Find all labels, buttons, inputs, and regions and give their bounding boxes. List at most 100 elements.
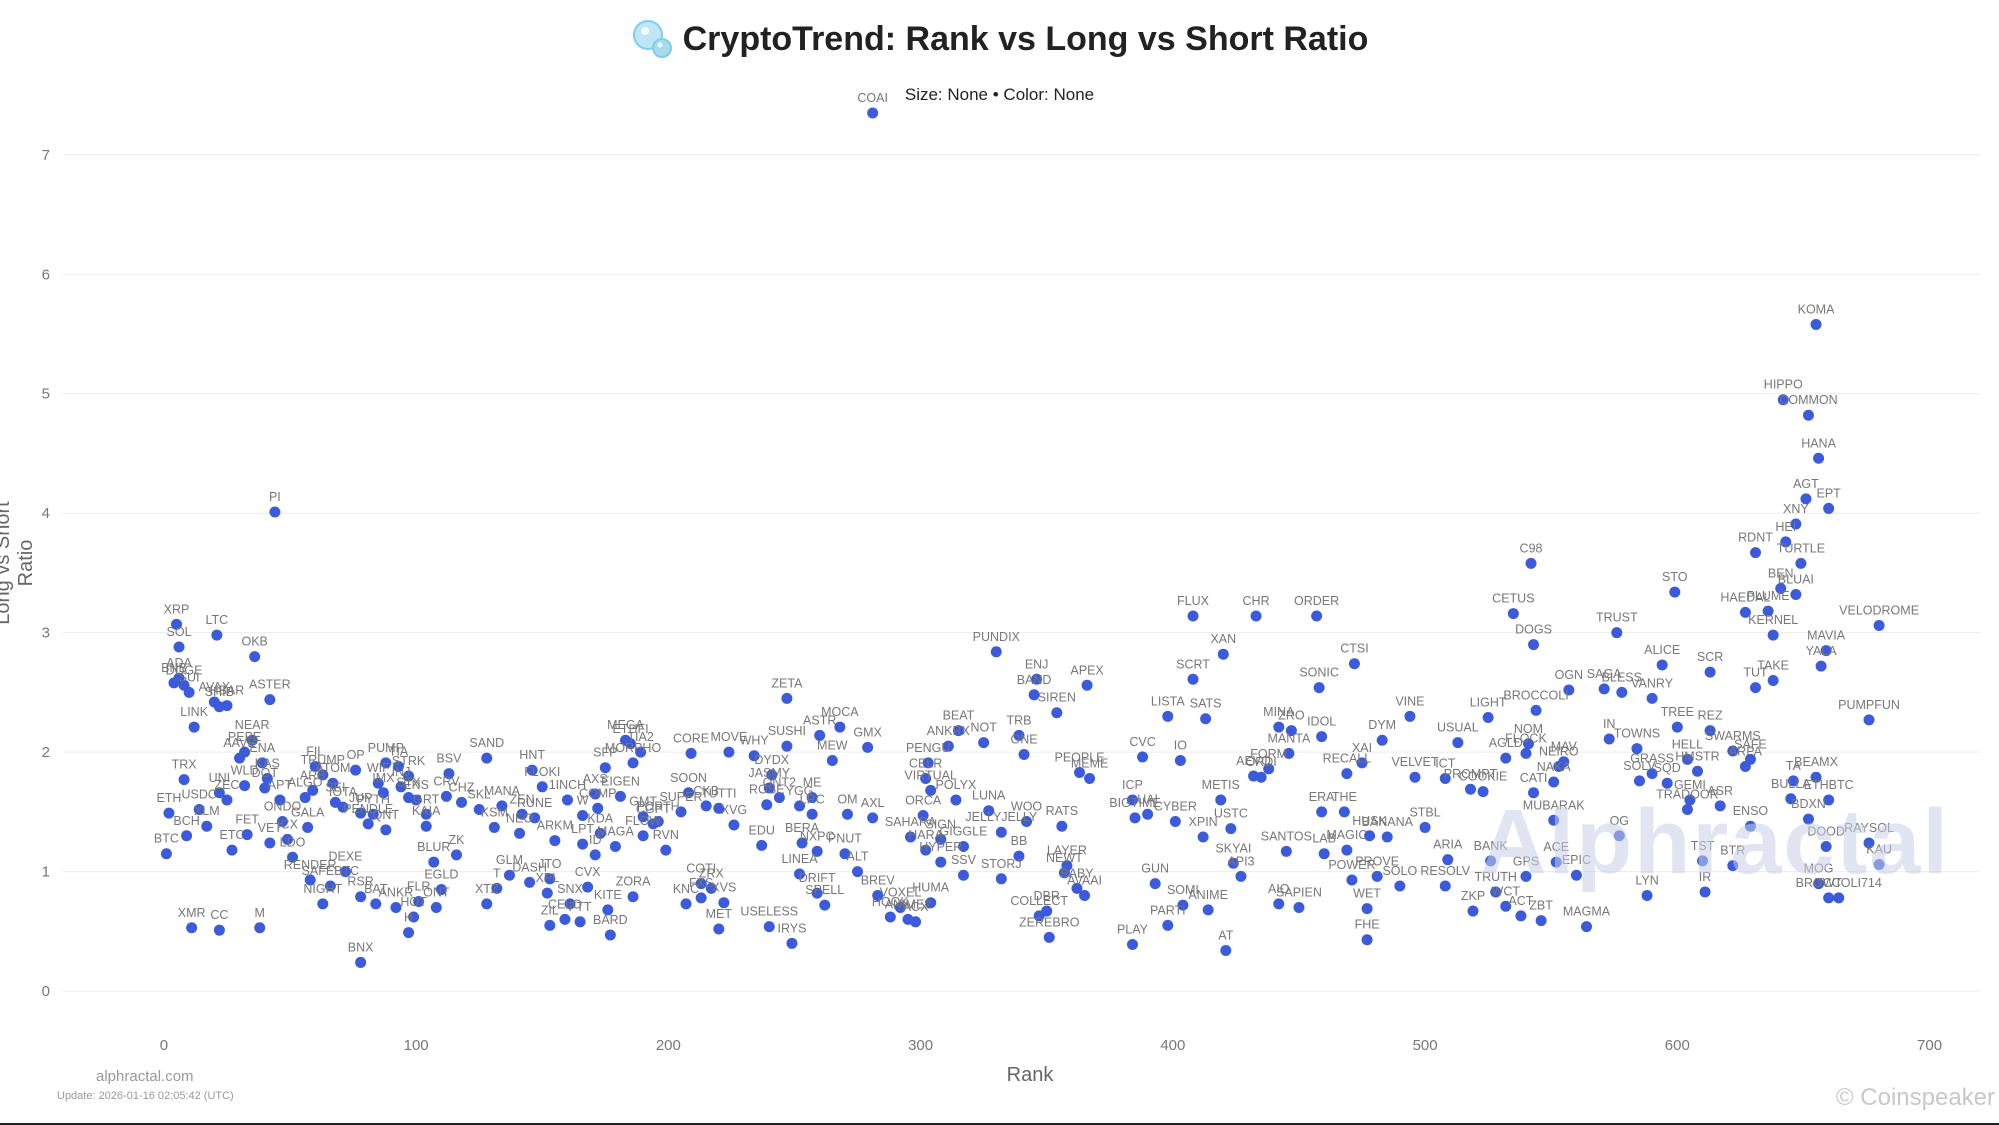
data-point[interactable]	[536, 781, 548, 793]
data-point[interactable]	[239, 780, 251, 792]
data-point[interactable]	[1633, 775, 1645, 787]
data-point[interactable]	[1084, 772, 1096, 784]
data-point[interactable]	[340, 866, 352, 878]
data-point[interactable]	[1704, 725, 1716, 737]
data-point[interactable]	[1873, 620, 1885, 632]
data-point[interactable]	[503, 869, 515, 881]
data-point[interactable]	[201, 820, 213, 832]
data-point[interactable]	[1018, 749, 1030, 761]
data-point[interactable]	[1338, 806, 1350, 818]
data-point[interactable]	[1548, 776, 1560, 788]
data-point[interactable]	[1681, 753, 1693, 765]
footer-site-link[interactable]: alphractal.com	[96, 1068, 194, 1085]
data-point[interactable]	[526, 764, 538, 776]
data-point[interactable]	[811, 845, 823, 857]
data-point[interactable]	[392, 760, 404, 772]
data-point[interactable]	[299, 792, 311, 804]
data-point[interactable]	[380, 824, 392, 836]
data-point[interactable]	[1833, 892, 1845, 904]
data-point[interactable]	[367, 808, 379, 820]
data-point[interactable]	[309, 760, 321, 772]
data-point[interactable]	[796, 837, 808, 849]
data-point[interactable]	[1477, 786, 1489, 798]
data-point[interactable]	[683, 787, 695, 799]
data-point[interactable]	[1273, 898, 1285, 910]
data-point[interactable]	[1520, 747, 1532, 759]
data-point[interactable]	[599, 762, 611, 774]
data-point[interactable]	[317, 898, 329, 910]
data-point[interactable]	[1684, 794, 1696, 806]
data-point[interactable]	[806, 808, 818, 820]
data-point[interactable]	[756, 839, 768, 851]
data-point[interactable]	[1525, 557, 1537, 569]
data-point[interactable]	[1613, 830, 1625, 842]
data-point[interactable]	[287, 851, 299, 863]
data-point[interactable]	[922, 757, 934, 769]
data-point[interactable]	[1727, 745, 1739, 757]
data-point[interactable]	[420, 808, 432, 820]
data-point[interactable]	[559, 913, 571, 925]
data-point[interactable]	[549, 835, 561, 847]
data-point[interactable]	[1361, 934, 1373, 946]
data-point[interactable]	[1381, 831, 1393, 843]
data-point[interactable]	[700, 800, 712, 812]
data-point[interactable]	[1873, 858, 1885, 870]
data-point[interactable]	[1490, 886, 1502, 898]
data-point[interactable]	[920, 844, 932, 856]
data-point[interactable]	[773, 792, 785, 804]
data-point[interactable]	[516, 808, 528, 820]
data-point[interactable]	[786, 937, 798, 949]
data-point[interactable]	[1467, 905, 1479, 917]
data-point[interactable]	[1616, 686, 1628, 698]
data-point[interactable]	[1802, 409, 1814, 421]
data-point[interactable]	[925, 897, 937, 909]
data-point[interactable]	[1371, 870, 1383, 882]
data-point[interactable]	[1762, 605, 1774, 617]
data-point[interactable]	[481, 898, 493, 910]
data-point[interactable]	[163, 807, 175, 819]
data-point[interactable]	[226, 844, 238, 856]
data-point[interactable]	[604, 929, 616, 941]
data-point[interactable]	[1041, 905, 1053, 917]
data-point[interactable]	[254, 922, 266, 934]
data-point[interactable]	[695, 892, 707, 904]
data-point[interactable]	[178, 774, 190, 786]
data-point[interactable]	[1162, 919, 1174, 931]
data-point[interactable]	[171, 618, 183, 630]
data-point[interactable]	[1215, 794, 1227, 806]
data-point[interactable]	[867, 107, 879, 119]
data-point[interactable]	[403, 927, 415, 939]
data-point[interactable]	[713, 802, 725, 814]
data-point[interactable]	[1570, 869, 1582, 881]
data-point[interactable]	[1482, 712, 1494, 724]
data-point[interactable]	[1404, 710, 1416, 722]
data-point[interactable]	[957, 869, 969, 881]
data-point[interactable]	[186, 922, 198, 934]
data-point[interactable]	[1714, 800, 1726, 812]
data-point[interactable]	[355, 891, 367, 903]
data-point[interactable]	[637, 811, 649, 823]
data-point[interactable]	[213, 924, 225, 936]
data-point[interactable]	[491, 882, 503, 894]
data-point[interactable]	[274, 794, 286, 806]
data-point[interactable]	[841, 808, 853, 820]
data-point[interactable]	[1611, 627, 1623, 639]
data-point[interactable]	[1800, 493, 1812, 505]
data-point[interactable]	[806, 792, 818, 804]
data-point[interactable]	[430, 901, 442, 913]
data-point[interactable]	[902, 913, 914, 925]
data-point[interactable]	[181, 830, 193, 842]
data-point[interactable]	[1169, 815, 1181, 827]
data-point[interactable]	[269, 506, 281, 518]
data-point[interactable]	[1631, 743, 1643, 755]
data-point[interactable]	[920, 772, 932, 784]
data-point[interactable]	[1750, 682, 1762, 694]
data-point[interactable]	[1149, 878, 1161, 890]
data-point[interactable]	[403, 770, 415, 782]
data-point[interactable]	[1013, 850, 1025, 862]
data-point[interactable]	[950, 794, 962, 806]
data-point[interactable]	[541, 887, 553, 899]
data-point[interactable]	[362, 818, 374, 830]
data-point[interactable]	[524, 876, 536, 888]
data-point[interactable]	[1255, 771, 1267, 783]
